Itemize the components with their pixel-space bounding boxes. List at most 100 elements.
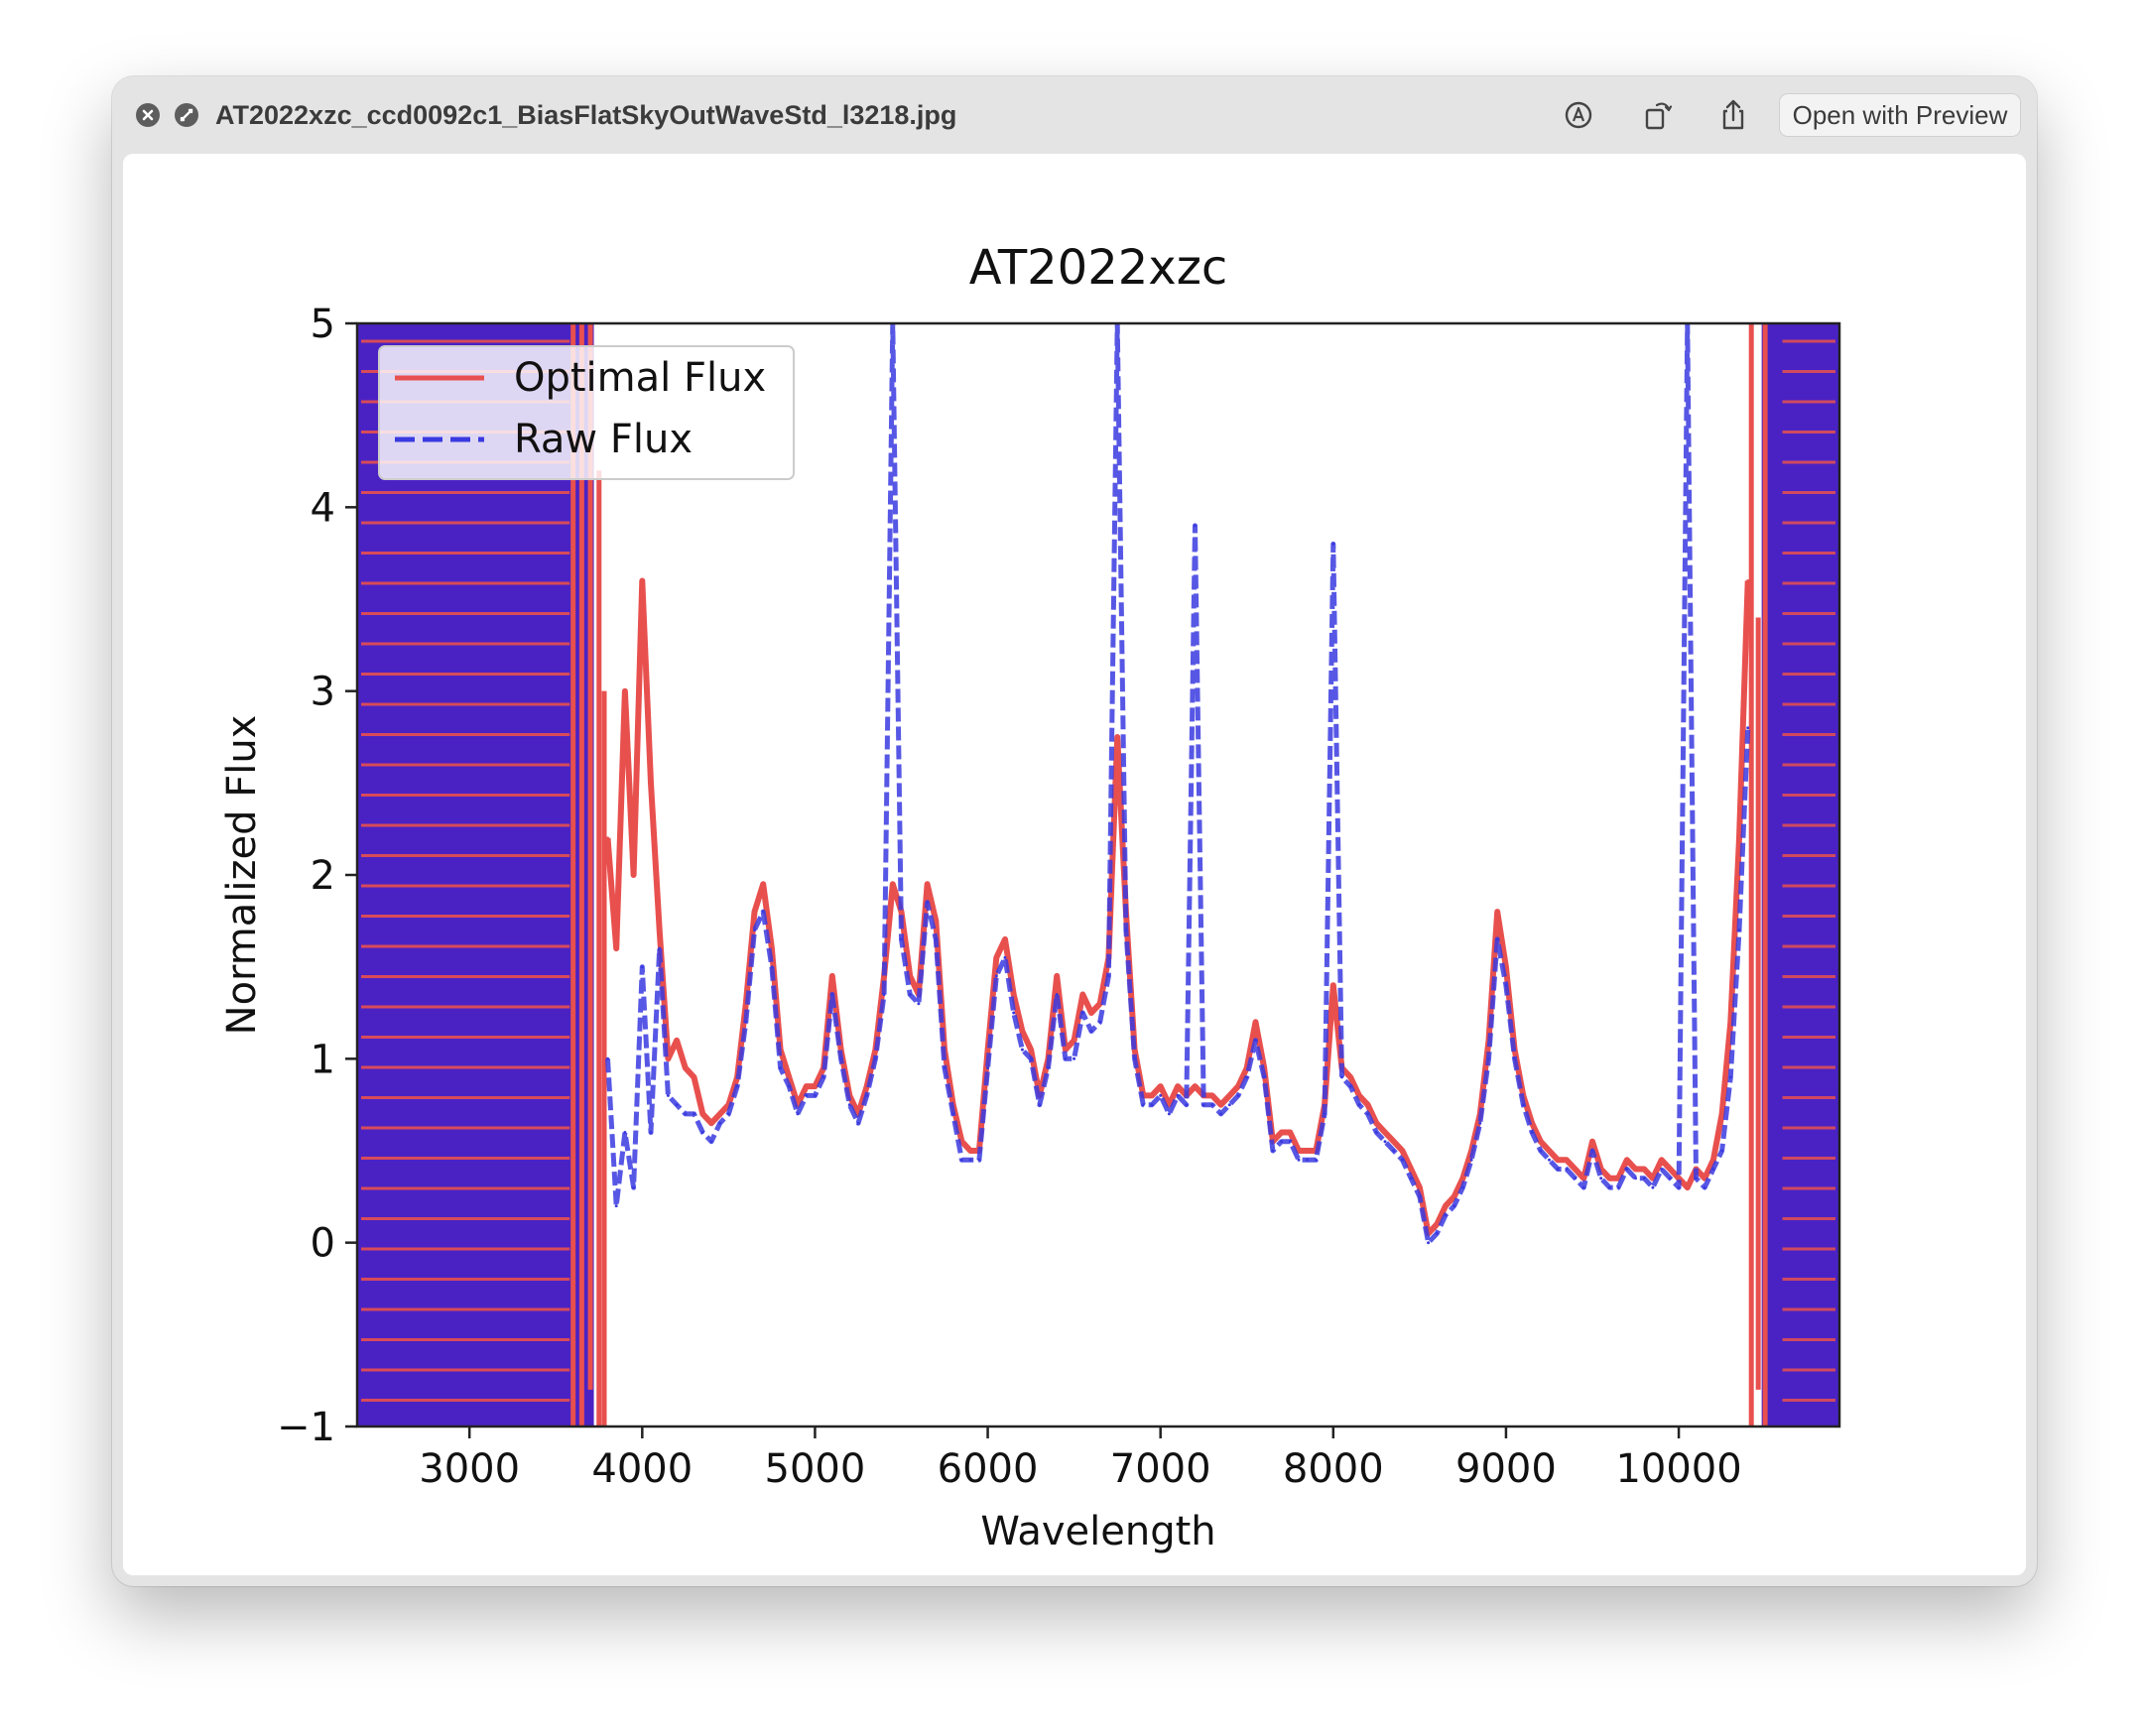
y-tick-label: −1 xyxy=(277,1405,335,1450)
data-point-optimal xyxy=(1556,1158,1560,1162)
data-point-raw xyxy=(640,965,644,969)
share-icon[interactable] xyxy=(1714,96,1752,134)
data-point-optimal xyxy=(926,882,930,886)
data-point-raw xyxy=(1444,1213,1448,1217)
open-with-preview-button[interactable]: Open with Preview xyxy=(1779,93,2021,137)
data-point-optimal xyxy=(761,882,765,886)
data-point-raw xyxy=(1435,1231,1439,1235)
data-point-raw xyxy=(744,1020,748,1024)
data-point-raw xyxy=(1055,993,1059,996)
x-tick-label: 5000 xyxy=(765,1446,866,1492)
data-point-raw xyxy=(1020,1048,1024,1052)
data-point-raw xyxy=(1565,1168,1569,1171)
data-point-optimal xyxy=(1668,1168,1672,1171)
data-point-raw xyxy=(968,1158,972,1162)
data-point-optimal xyxy=(1651,1177,1655,1180)
data-point-optimal xyxy=(1409,1168,1413,1171)
data-point-raw xyxy=(1073,1056,1076,1060)
data-point-raw xyxy=(1521,1103,1525,1107)
data-point-raw xyxy=(1219,1112,1223,1116)
data-point-raw xyxy=(693,1112,695,1116)
title-bar: AT2022xzc_ccd0092c1_BiasFlatSkyOutWaveSt… xyxy=(112,76,2037,154)
data-point-optimal xyxy=(986,1048,990,1052)
data-point-raw xyxy=(1677,1185,1681,1189)
data-point-optimal xyxy=(1029,1048,1033,1052)
data-point-raw xyxy=(1210,1103,1214,1107)
x-axis-label: Wavelength xyxy=(980,1509,1215,1554)
data-point-raw xyxy=(1201,1103,1205,1107)
data-point-optimal xyxy=(1495,910,1499,914)
legend-label-optimal: Optimal Flux xyxy=(514,355,766,401)
data-point-raw xyxy=(977,1158,981,1162)
data-point-raw xyxy=(1478,1121,1482,1125)
close-icon[interactable] xyxy=(136,103,160,127)
data-point-optimal xyxy=(1711,1158,1715,1162)
full-screen-icon[interactable] xyxy=(175,103,198,127)
data-point-raw xyxy=(873,1056,877,1060)
data-point-optimal xyxy=(968,1149,972,1153)
data-point-optimal xyxy=(1720,1112,1724,1116)
data-point-optimal xyxy=(934,919,938,923)
data-point-raw xyxy=(1047,1066,1050,1070)
data-point-raw xyxy=(839,1056,843,1060)
x-tick-label: 7000 xyxy=(1110,1446,1211,1492)
data-point-raw xyxy=(1460,1185,1464,1189)
x-tick-label: 10000 xyxy=(1615,1446,1741,1492)
data-point-raw xyxy=(1513,1056,1517,1060)
data-point-raw xyxy=(847,1103,851,1107)
y-axis-label: Normalized Flux xyxy=(219,715,265,1036)
x-tick-label: 6000 xyxy=(938,1446,1039,1492)
data-point-optimal xyxy=(1254,1020,1257,1024)
data-point-optimal xyxy=(1565,1158,1569,1162)
data-point-optimal xyxy=(1348,1075,1352,1079)
data-point-raw xyxy=(684,1112,688,1116)
data-point-optimal xyxy=(1150,1093,1154,1097)
data-point-raw xyxy=(1590,1149,1594,1153)
data-point-optimal xyxy=(1080,993,1084,996)
data-point-optimal xyxy=(1581,1177,1585,1180)
data-point-raw xyxy=(1374,1131,1378,1134)
y-tick-label: 4 xyxy=(311,485,335,531)
data-point-raw xyxy=(813,1093,817,1097)
data-point-optimal xyxy=(994,955,998,959)
data-point-raw xyxy=(1607,1185,1611,1189)
data-point-optimal xyxy=(640,579,644,582)
data-point-raw xyxy=(1599,1177,1603,1180)
data-point-raw xyxy=(1236,1093,1240,1097)
rotate-icon[interactable] xyxy=(1639,96,1677,134)
data-point-optimal xyxy=(1660,1158,1664,1162)
data-point-optimal xyxy=(1677,1177,1681,1180)
data-point-optimal xyxy=(1236,1084,1240,1088)
data-point-optimal xyxy=(684,1066,688,1070)
data-point-raw xyxy=(1331,542,1335,546)
data-point-optimal xyxy=(658,929,662,932)
data-point-optimal xyxy=(1003,937,1007,941)
data-point-optimal xyxy=(1401,1149,1404,1153)
data-point-optimal xyxy=(1297,1149,1301,1153)
data-point-raw xyxy=(1539,1149,1543,1153)
data-point-optimal xyxy=(900,910,903,914)
noise-region-red-end xyxy=(1761,323,1839,1426)
data-point-optimal xyxy=(1167,1103,1171,1107)
data-point-optimal xyxy=(1012,993,1016,996)
data-point-optimal xyxy=(1634,1168,1637,1171)
data-point-raw xyxy=(830,993,834,996)
data-point-raw xyxy=(1720,1149,1724,1153)
data-point-optimal xyxy=(830,974,834,978)
markup-icon[interactable] xyxy=(1560,96,1597,134)
data-point-raw xyxy=(1737,929,1741,932)
data-point-raw xyxy=(1703,1185,1706,1189)
data-point-raw xyxy=(1530,1131,1534,1134)
data-point-raw xyxy=(1245,1075,1249,1079)
data-point-raw xyxy=(1003,955,1007,959)
data-point-optimal xyxy=(1548,1149,1551,1153)
data-point-raw xyxy=(675,1103,679,1107)
data-point-raw xyxy=(1625,1168,1629,1171)
data-point-raw xyxy=(908,993,912,996)
data-point-optimal xyxy=(1607,1177,1611,1180)
data-point-optimal xyxy=(1280,1131,1284,1134)
data-point-raw xyxy=(1080,1011,1084,1015)
data-point-raw xyxy=(1064,1056,1068,1060)
data-point-raw xyxy=(994,974,998,978)
data-point-raw xyxy=(1288,1140,1292,1144)
